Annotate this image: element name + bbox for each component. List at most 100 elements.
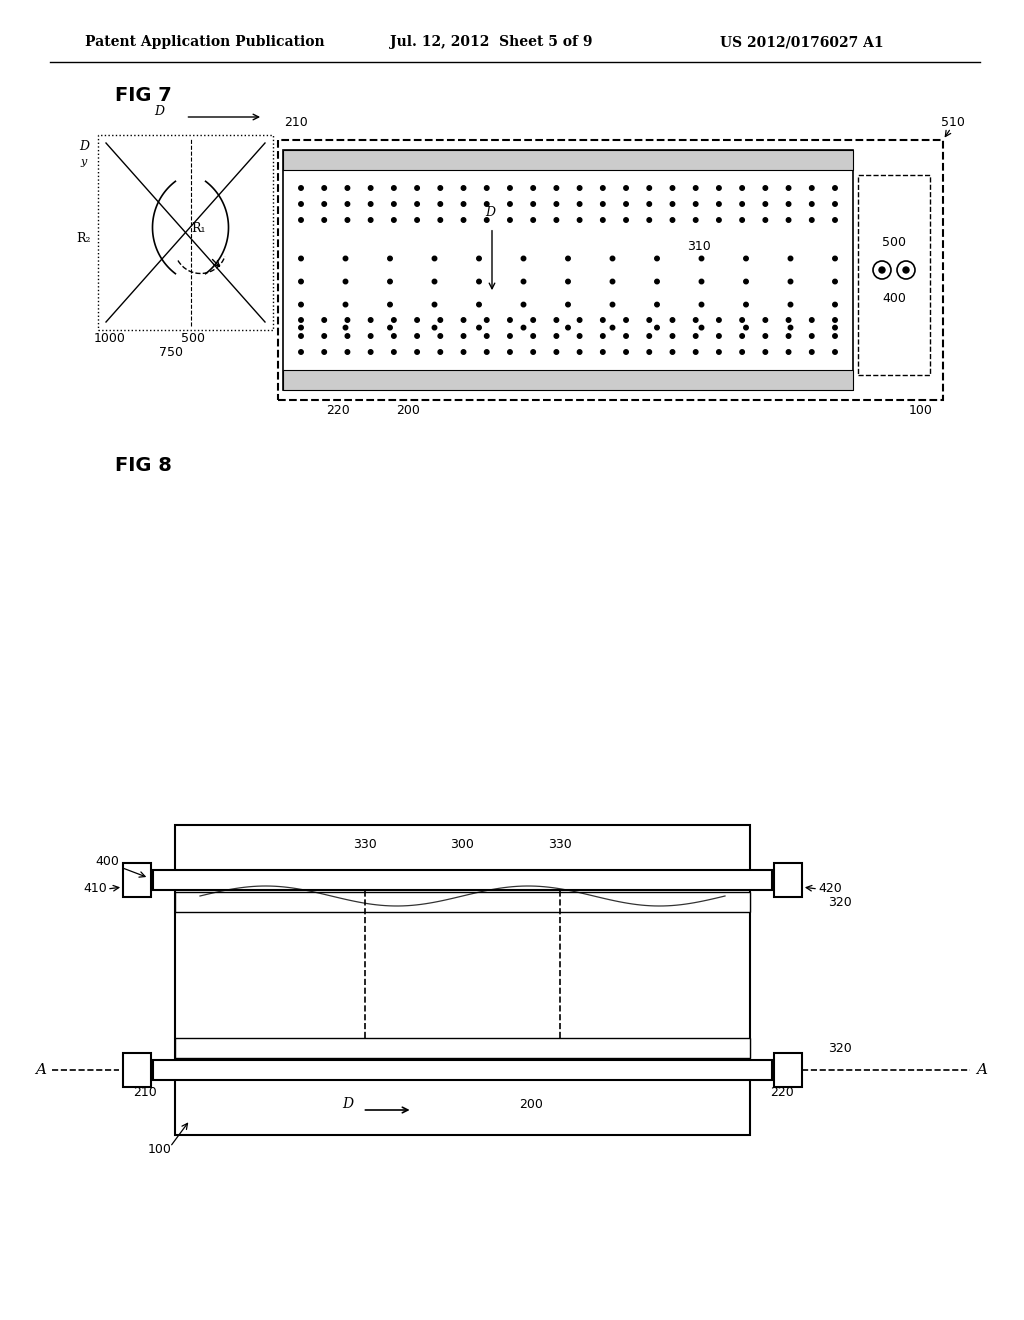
Circle shape (873, 261, 891, 279)
Circle shape (624, 350, 629, 354)
Circle shape (693, 334, 698, 338)
Circle shape (432, 302, 437, 306)
Circle shape (671, 218, 675, 222)
Circle shape (345, 318, 349, 322)
Text: 510: 510 (941, 116, 965, 129)
Circle shape (601, 186, 605, 190)
Circle shape (786, 334, 791, 338)
Circle shape (521, 325, 525, 330)
Circle shape (477, 325, 481, 330)
Text: 330: 330 (549, 838, 572, 851)
Circle shape (647, 218, 651, 222)
Text: US 2012/0176027 A1: US 2012/0176027 A1 (720, 36, 884, 49)
Circle shape (740, 350, 744, 354)
Text: 210: 210 (133, 1086, 157, 1100)
Circle shape (788, 302, 793, 306)
Circle shape (624, 202, 629, 206)
Circle shape (671, 186, 675, 190)
Circle shape (484, 186, 489, 190)
Circle shape (578, 202, 582, 206)
Circle shape (763, 318, 768, 322)
Circle shape (554, 186, 559, 190)
Circle shape (369, 318, 373, 322)
Circle shape (743, 280, 749, 284)
Text: 100: 100 (148, 1143, 172, 1156)
Circle shape (388, 256, 392, 261)
Text: 400: 400 (882, 292, 906, 305)
Circle shape (693, 350, 698, 354)
Circle shape (391, 350, 396, 354)
Circle shape (654, 256, 659, 261)
Circle shape (810, 350, 814, 354)
Circle shape (299, 202, 303, 206)
Text: 500: 500 (181, 333, 206, 345)
Circle shape (671, 318, 675, 322)
Circle shape (388, 325, 392, 330)
Circle shape (717, 334, 721, 338)
Circle shape (477, 256, 481, 261)
Text: D: D (342, 1097, 353, 1111)
Circle shape (740, 218, 744, 222)
Circle shape (610, 302, 614, 306)
Circle shape (565, 325, 570, 330)
Bar (175, 1038, 750, 1059)
Circle shape (810, 218, 814, 222)
Circle shape (565, 280, 570, 284)
Circle shape (343, 256, 348, 261)
Text: 320: 320 (828, 895, 852, 908)
Circle shape (299, 218, 303, 222)
Circle shape (345, 350, 349, 354)
Circle shape (763, 202, 768, 206)
Circle shape (391, 218, 396, 222)
Bar (123, 863, 151, 898)
Circle shape (810, 202, 814, 206)
Circle shape (647, 334, 651, 338)
Text: FIG 7: FIG 7 (115, 86, 172, 106)
Circle shape (345, 218, 349, 222)
Text: 750: 750 (159, 346, 182, 359)
Text: 500: 500 (882, 235, 906, 248)
Circle shape (763, 334, 768, 338)
Circle shape (833, 186, 838, 190)
Circle shape (343, 302, 348, 306)
Circle shape (693, 202, 698, 206)
Circle shape (786, 318, 791, 322)
Text: 200: 200 (396, 404, 420, 417)
Bar (153, 870, 772, 890)
Circle shape (299, 186, 303, 190)
Circle shape (508, 202, 512, 206)
Circle shape (743, 302, 749, 306)
Circle shape (833, 202, 838, 206)
Bar (283, 150, 853, 170)
Circle shape (415, 350, 420, 354)
Circle shape (647, 186, 651, 190)
Circle shape (717, 318, 721, 322)
Circle shape (432, 256, 437, 261)
Text: A: A (35, 1063, 46, 1077)
Bar (774, 863, 802, 898)
Text: FIG 8: FIG 8 (115, 455, 172, 475)
Circle shape (624, 318, 629, 322)
Circle shape (717, 218, 721, 222)
Circle shape (610, 280, 614, 284)
Circle shape (647, 350, 651, 354)
Circle shape (461, 186, 466, 190)
Circle shape (484, 218, 489, 222)
Circle shape (461, 218, 466, 222)
Text: 320: 320 (828, 1041, 852, 1055)
Circle shape (461, 334, 466, 338)
Circle shape (530, 202, 536, 206)
Circle shape (699, 280, 703, 284)
Circle shape (415, 218, 420, 222)
Circle shape (578, 186, 582, 190)
Circle shape (299, 334, 303, 338)
Circle shape (654, 280, 659, 284)
Circle shape (833, 256, 838, 261)
Bar (858, 176, 930, 375)
Circle shape (578, 334, 582, 338)
Text: D: D (79, 140, 89, 153)
Circle shape (484, 202, 489, 206)
Circle shape (601, 318, 605, 322)
Circle shape (740, 334, 744, 338)
Circle shape (299, 302, 303, 306)
